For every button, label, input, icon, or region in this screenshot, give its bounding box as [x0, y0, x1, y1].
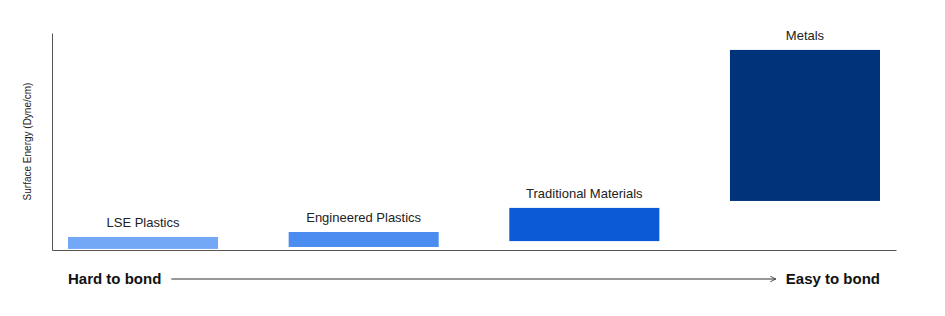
bar	[730, 50, 880, 201]
bar-labels: LSE Plastics Engineered Plastics Tradition…	[107, 28, 825, 230]
y-axis-title: Surface Energy (Dyne/cm)	[22, 83, 33, 201]
bars	[68, 50, 880, 249]
bar-label: Traditional Materials	[526, 186, 643, 201]
annotations: Hard to bond Easy to bond	[68, 270, 880, 287]
bar-label: LSE Plastics	[107, 215, 180, 230]
bar-label: Metals	[786, 28, 825, 43]
y-axis	[52, 34, 53, 251]
arrow	[171, 279, 775, 280]
bar	[68, 237, 218, 249]
bar	[289, 232, 439, 247]
bar-label: Engineered Plastics	[306, 210, 421, 225]
chart: Surface Energy (Dyne/cm) LSE Plastics Engi…	[0, 0, 945, 316]
x-axis	[53, 250, 897, 251]
y-axis-line	[52, 34, 53, 251]
bar	[509, 208, 659, 241]
x-axis-line	[53, 250, 897, 251]
annotation: Hard to bond	[68, 270, 161, 287]
annotation: Easy to bond	[786, 270, 880, 287]
